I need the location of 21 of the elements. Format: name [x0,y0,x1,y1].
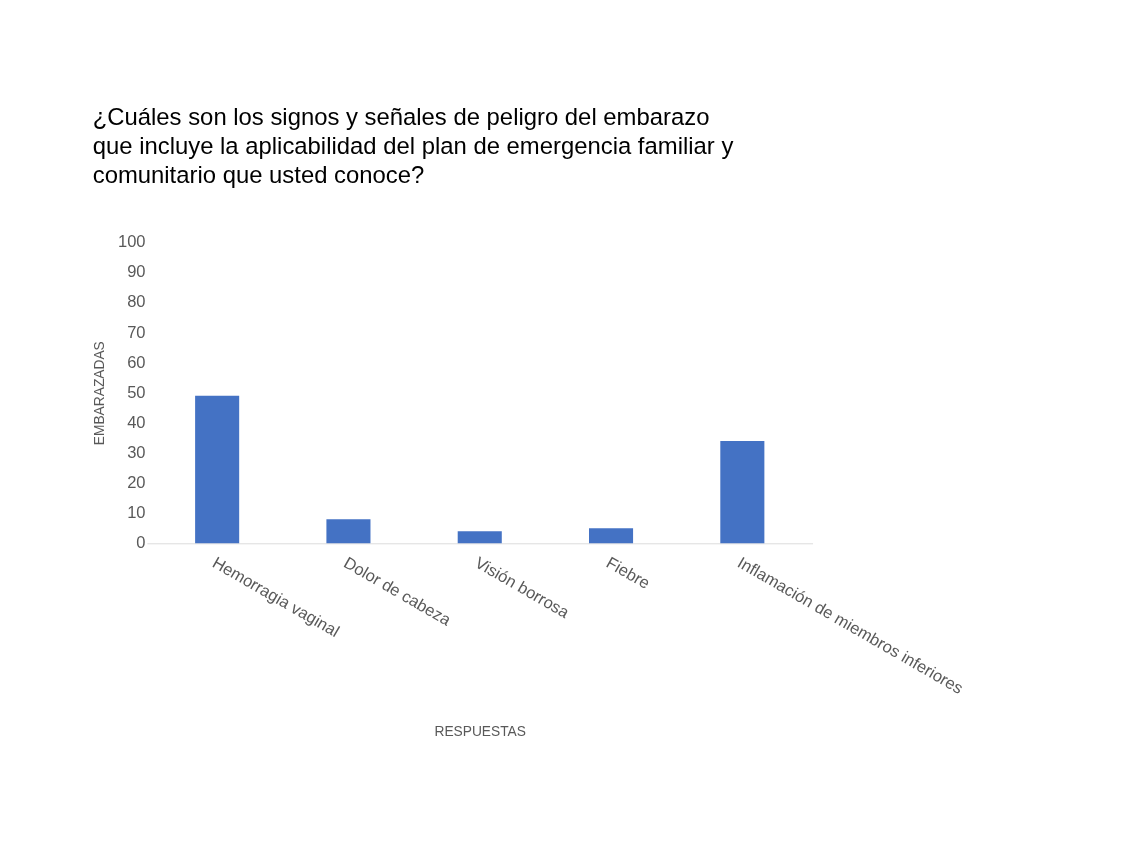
y-tick-label: 70 [127,322,146,342]
y-axis-title: EMBARAZADAS [92,341,108,446]
bar [589,528,634,544]
y-tick-label: 100 [117,232,146,252]
text: comunitario que usted conoce? [92,161,425,189]
y-tick-label: 90 [127,262,146,282]
bar [195,395,240,544]
y-tick-label: 30 [127,443,146,463]
bar [720,440,765,544]
y-tick-label: 40 [127,412,146,432]
y-tick-label: 50 [127,382,146,402]
y-tick-label: 60 [127,352,146,372]
y-tick-label: 10 [127,503,146,523]
bar [457,531,502,544]
x-axis-title: RESPUESTAS [434,724,526,740]
y-tick-label: 80 [127,292,146,312]
y-tick-label: 0 [136,533,146,553]
text: ¿Cuáles son los signos y señales de peligro del embarazo [92,102,710,130]
y-tick-label: 20 [127,473,146,493]
bar [326,519,371,544]
text: que incluye la aplicabilidad del plan de emergencia familiar y [92,132,734,160]
